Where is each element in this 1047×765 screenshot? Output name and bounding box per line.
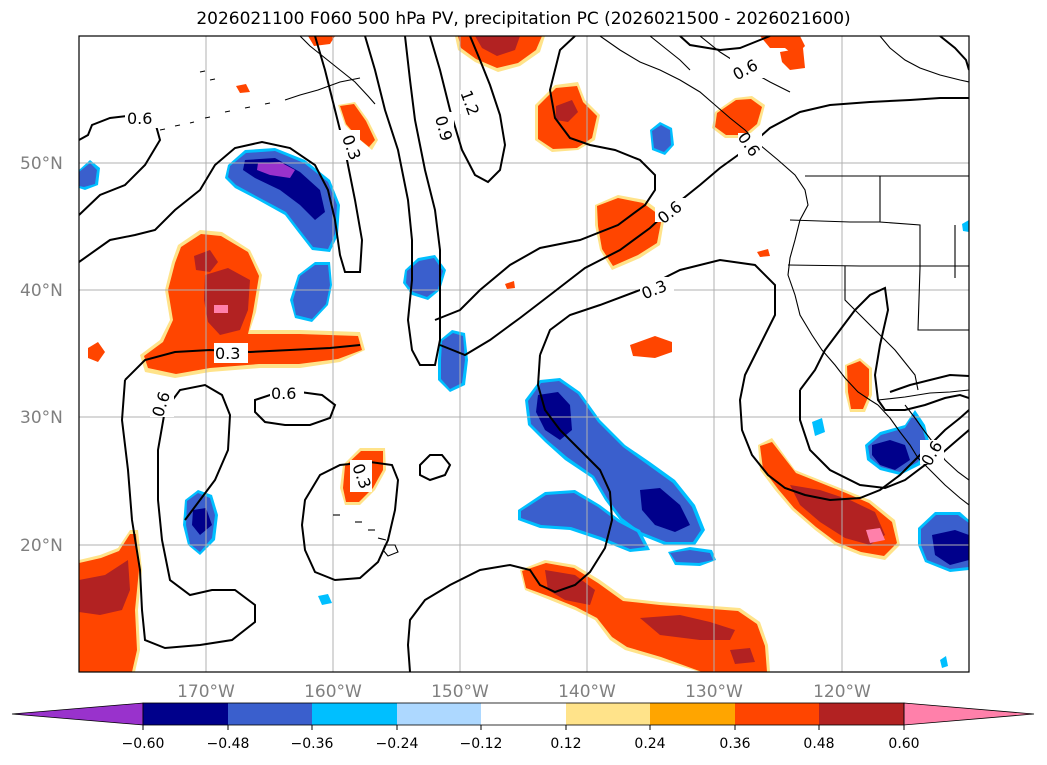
map-area[interactable]: 0.6 0.3 0.9 1.2 0.6 0.6 0.3 0.3 0.6 0.6 … <box>79 36 969 672</box>
colorbar-tick-label: 0.60 <box>888 736 919 752</box>
longitude-labels: 170°W 160°W 150°W 140°W 130°W 120°W <box>177 682 871 702</box>
colorbar-tick-label: −0.36 <box>291 736 334 752</box>
lon-label: 140°W <box>558 682 616 702</box>
colorbar-tick-label: 0.12 <box>550 736 581 752</box>
colorbar-tick-label: 0.48 <box>803 736 834 752</box>
colorbar-segment <box>481 703 566 725</box>
colorbar-segment <box>735 703 819 725</box>
lon-label: 120°W <box>813 682 871 702</box>
colorbar-extend-high <box>903 702 1035 726</box>
lon-label: 170°W <box>177 682 235 702</box>
latitude-labels: 50°N 40°N 30°N 20°N <box>20 154 63 556</box>
colorbar: −0.60 −0.48 −0.36 −0.24 −0.12 0.12 0.24 … <box>11 702 1035 752</box>
contour-label: 0.3 <box>215 344 240 363</box>
colorbar-segment <box>228 703 312 725</box>
contour-label: 0.6 <box>127 109 152 128</box>
colorbar-segment <box>143 703 228 725</box>
lat-label: 50°N <box>20 154 63 174</box>
colorbar-segment <box>650 703 735 725</box>
colorbar-extend-low <box>11 702 144 726</box>
colorbar-segment <box>819 703 904 725</box>
page-title: 2026021100 F060 500 hPa PV, precipitatio… <box>196 9 851 29</box>
colorbar-tick-label: 0.24 <box>634 736 665 752</box>
lat-label: 30°N <box>20 408 63 428</box>
colorbar-tick-label: 0.36 <box>719 736 750 752</box>
lat-label: 20°N <box>20 536 63 556</box>
negative-precip-areas <box>79 100 969 668</box>
colorbar-segment <box>312 703 397 725</box>
colorbar-tick-label: −0.60 <box>122 736 165 752</box>
lat-label: 40°N <box>20 281 63 301</box>
contour-label: 0.6 <box>271 384 296 403</box>
colorbar-tick-label: −0.12 <box>460 736 503 752</box>
colorbar-segment <box>566 703 650 725</box>
colorbar-tick-label: −0.24 <box>376 736 419 752</box>
map-frame <box>78 35 970 673</box>
lon-label: 160°W <box>304 682 362 702</box>
colorbar-segment <box>397 703 481 725</box>
gridlines <box>79 36 969 672</box>
lon-label: 130°W <box>685 682 743 702</box>
lon-label: 150°W <box>431 682 489 702</box>
colorbar-tick-label: −0.48 <box>207 736 250 752</box>
contour-labels: 0.6 0.3 0.9 1.2 0.6 0.6 0.3 0.3 0.6 0.6 … <box>125 55 946 492</box>
